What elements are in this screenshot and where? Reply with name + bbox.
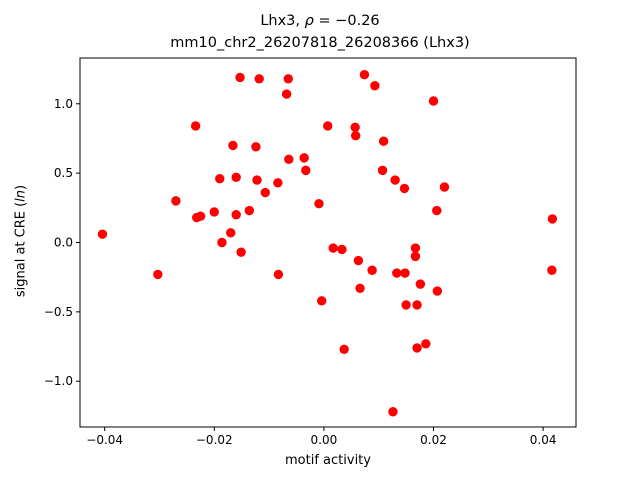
chart-title-line1: Lhx3, ρ = −0.26: [0, 13, 640, 29]
data-point: [323, 121, 333, 131]
data-point: [273, 178, 283, 188]
data-point: [412, 343, 422, 353]
data-point: [209, 207, 219, 217]
data-point: [337, 244, 347, 255]
chart-title-line2: mm10_chr2_26207818_26208366 (Lhx3): [170, 35, 470, 51]
data-point: [244, 205, 255, 216]
x-axis-label: motif activity: [285, 453, 371, 468]
data-point: [339, 344, 349, 355]
data-point: [153, 269, 163, 280]
data-point: [226, 228, 236, 238]
data-point: [251, 142, 261, 152]
x-tick-label: −0.02: [196, 433, 233, 447]
data-point: [390, 175, 400, 185]
data-point: [399, 183, 410, 194]
data-point: [410, 243, 421, 253]
data-point: [190, 121, 201, 131]
data-point: [235, 72, 245, 83]
data-point: [400, 268, 410, 278]
y-tick-label: 1.0: [54, 97, 73, 111]
data-point: [370, 81, 380, 91]
data-point: [410, 251, 421, 262]
y-tick-label: 0.0: [54, 236, 73, 250]
y-tick-label: 0.5: [54, 166, 73, 180]
data-point: [228, 140, 238, 151]
data-point: [281, 89, 292, 99]
data-point: [377, 165, 388, 176]
data-point: [314, 198, 324, 209]
y-axis-label-prefix: signal at CRE (: [13, 201, 29, 298]
data-point: [284, 154, 294, 164]
data-point: [236, 247, 246, 257]
data-point: [378, 136, 389, 146]
data-point: [254, 74, 264, 84]
x-tick-label: −0.04: [86, 433, 123, 447]
title-rho-symbol: ρ: [304, 13, 314, 29]
data-point: [428, 96, 439, 106]
data-point: [355, 283, 365, 293]
data-point: [439, 182, 450, 192]
data-point: [195, 211, 206, 221]
data-point: [367, 265, 377, 275]
data-point: [301, 165, 311, 176]
data-point: [260, 187, 270, 198]
x-tick-label: 0.00: [311, 433, 338, 447]
data-point: [359, 69, 370, 80]
data-point: [415, 279, 426, 289]
y-axis-label: signal at CRE (ln): [14, 185, 29, 297]
data-point: [252, 175, 262, 185]
data-point: [392, 268, 402, 278]
axes-frame: [79, 57, 577, 428]
data-point: [432, 286, 443, 296]
data-point: [97, 229, 108, 239]
data-point: [547, 265, 557, 275]
data-point: [299, 153, 309, 163]
data-point: [412, 300, 422, 310]
data-point: [432, 205, 442, 216]
data-point: [421, 339, 431, 349]
data-point: [547, 214, 558, 224]
data-point: [350, 130, 361, 141]
data-point: [217, 237, 227, 248]
y-tick-label: −1.0: [44, 374, 73, 388]
data-point: [283, 74, 293, 84]
y-axis-label-suffix: ): [13, 184, 29, 190]
data-point: [388, 407, 398, 417]
data-point: [273, 269, 284, 280]
data-point: [171, 196, 181, 206]
data-point: [350, 122, 360, 133]
title-gene: Lhx3,: [260, 13, 305, 29]
data-point: [353, 255, 364, 266]
data-point: [231, 172, 241, 183]
data-point: [316, 296, 327, 306]
x-tick-label: 0.04: [530, 433, 557, 447]
x-tick-label: 0.02: [420, 433, 447, 447]
data-point: [215, 173, 225, 184]
title-rho-value: = −0.26: [313, 13, 380, 29]
data-point: [328, 243, 338, 253]
data-point: [231, 210, 241, 220]
y-axis-label-italic: ln: [13, 189, 29, 202]
data-point: [401, 300, 411, 310]
y-tick-label: −0.5: [44, 305, 73, 319]
